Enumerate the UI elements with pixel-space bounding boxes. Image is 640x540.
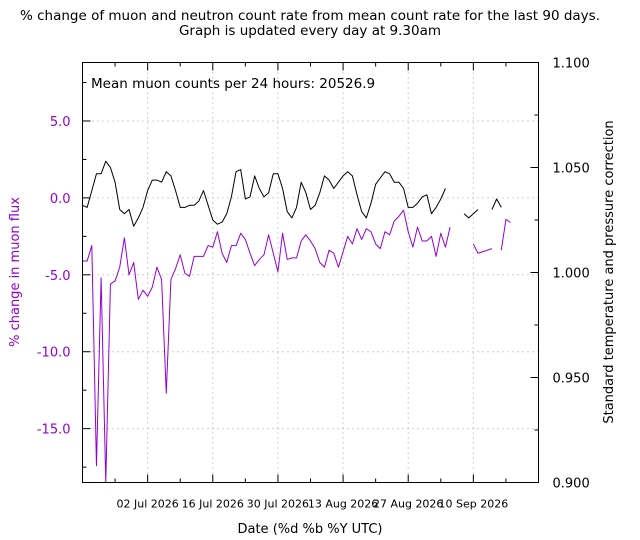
y-left-tick-label: -5.0 [45, 269, 70, 284]
x-axis-label: Date (%d %b %Y UTC) [237, 522, 382, 537]
y-left-tick-label: -10.0 [37, 346, 71, 361]
y-right-tick-label: 0.900 [553, 477, 590, 492]
y-right-tick-label: 0.950 [553, 372, 590, 387]
y-left-tick-label: 5.0 [50, 115, 71, 130]
chart-title: % change of muon and neutron count rate … [20, 8, 600, 24]
y-axis-label-right: Standard temperature and pressure correc… [602, 120, 617, 423]
y-right-tick-label: 1.000 [553, 267, 590, 282]
correction-line [82, 160, 502, 227]
x-tick-label: 13 Aug 2026 [308, 498, 378, 511]
mean-counts-annotation: Mean muon counts per 24 hours: 20526.9 [91, 76, 375, 92]
plot-frame [82, 62, 539, 483]
y-left-tick-label: 0.0 [50, 192, 71, 207]
x-tick-label: 10 Sep 2026 [438, 498, 508, 511]
ticks [82, 62, 539, 483]
y-right-tick-label: 1.050 [553, 162, 590, 177]
x-tick-label: 02 Jul 2026 [117, 498, 179, 511]
grid [82, 62, 539, 483]
x-tick-label: 16 Jul 2026 [182, 498, 244, 511]
y-left-tick-label: -15.0 [37, 423, 71, 438]
muon-flux-line [82, 209, 511, 483]
series-layer [82, 160, 511, 483]
x-tick-label: 27 Aug 2026 [373, 498, 443, 511]
chart-subtitle: Graph is updated every day at 9.30am [179, 23, 441, 39]
y-right-tick-label: 1.100 [553, 57, 590, 72]
y-axis-label-left: % change in muon flux [8, 197, 23, 347]
x-tick-label: 30 Jul 2026 [247, 498, 309, 511]
